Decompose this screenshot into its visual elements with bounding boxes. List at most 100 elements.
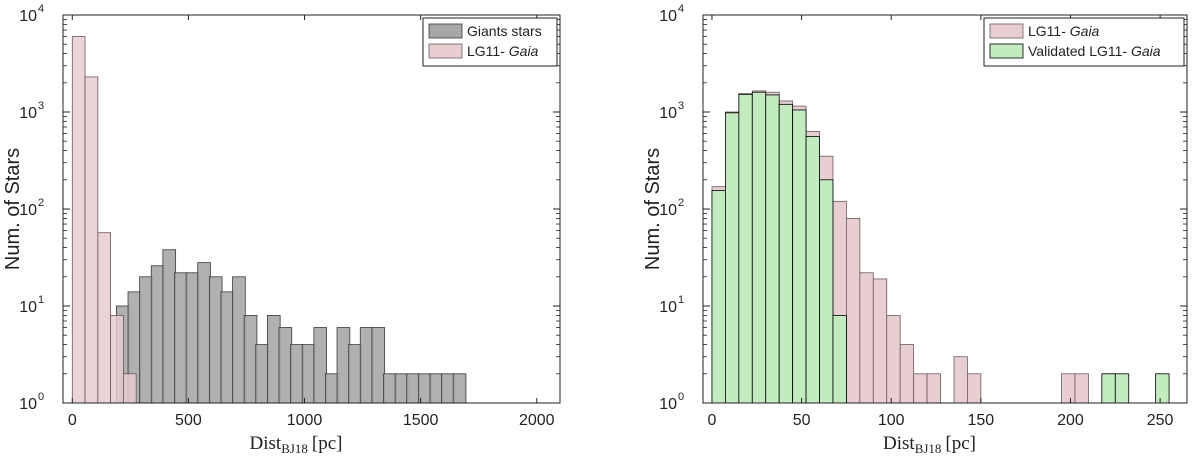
right-bar-s1-4 bbox=[765, 94, 780, 404]
right-bar-s0-27 bbox=[1074, 373, 1089, 404]
right-bar-s0-10 bbox=[846, 218, 861, 404]
right-ytick-label-1: 10 bbox=[659, 299, 677, 316]
right-bar-s1-10 bbox=[1101, 373, 1116, 404]
left-legend-swatch-1 bbox=[428, 43, 463, 59]
right-bar-s0-11 bbox=[859, 272, 874, 404]
left-bar-s0-4 bbox=[162, 249, 177, 404]
right-bar-s0-13 bbox=[886, 315, 901, 404]
right-bar-s0-14 bbox=[899, 344, 915, 404]
right-legend-label-1: Validated LG11- Gaia bbox=[1028, 43, 1161, 59]
right-ytick-exp-0: 0 bbox=[678, 391, 684, 403]
left-bar-s0-3 bbox=[150, 265, 165, 404]
right-xtick-label-1: 50 bbox=[793, 412, 811, 429]
right-bar-s0-26 bbox=[1061, 373, 1076, 404]
right-bar-s1-7 bbox=[805, 136, 820, 404]
left-bar-s0-13 bbox=[266, 315, 281, 404]
left-xtick-label-3: 1500 bbox=[403, 412, 439, 429]
left-ytick-exp-3: 3 bbox=[38, 100, 44, 112]
right-bar-s1-9 bbox=[832, 315, 847, 404]
left-bar-s0-12 bbox=[255, 344, 269, 404]
left-legend: Giants stars LG11- Gaia bbox=[422, 17, 558, 67]
right-legend-label-0: LG11- Gaia bbox=[1028, 23, 1100, 39]
left-xtick-label-4: 2000 bbox=[519, 412, 555, 429]
right-bar-s1-1 bbox=[725, 112, 740, 404]
right-bar-s0-18 bbox=[953, 356, 968, 404]
right-bar-s0-15 bbox=[913, 373, 928, 404]
right-ylabel: Num. of Stars bbox=[642, 148, 664, 270]
left-bar-s0-5 bbox=[174, 272, 188, 404]
left-bar-s0-9 bbox=[220, 291, 235, 404]
right-bar-s1-2 bbox=[738, 93, 753, 404]
right-ytick-label-4: 10 bbox=[659, 8, 677, 25]
left-bar-s0-27 bbox=[429, 373, 444, 404]
left-xlabel: DistBJ18 [pc] bbox=[250, 433, 343, 456]
left-bar-s0-15 bbox=[290, 344, 304, 404]
left-bar-s0-19 bbox=[336, 327, 351, 404]
left-xtick-label-2: 1000 bbox=[287, 412, 323, 429]
left-ytick-label-2: 10 bbox=[19, 202, 37, 219]
left-ytick-exp-0: 0 bbox=[38, 391, 44, 403]
left-legend-label-0: Giants stars bbox=[467, 23, 542, 39]
right-ytick-label-2: 10 bbox=[659, 202, 677, 219]
right-xtick-label-5: 250 bbox=[1147, 412, 1174, 429]
left-xtick-label-0: 0 bbox=[68, 412, 77, 429]
right-ytick-exp-2: 2 bbox=[678, 197, 684, 209]
right-xlabel-main: Dist bbox=[883, 433, 915, 454]
right-ytick-exp-3: 3 bbox=[678, 100, 684, 112]
right-bar-s1-12 bbox=[1155, 373, 1170, 404]
left-series-0 bbox=[116, 249, 467, 404]
right-xtick-label-3: 150 bbox=[968, 412, 995, 429]
left-bar-s1-1 bbox=[84, 76, 99, 404]
right-bar-s1-8 bbox=[819, 179, 834, 404]
left-bar-s1-2 bbox=[97, 232, 112, 404]
left-bar-s0-8 bbox=[208, 276, 223, 404]
left-bar-s0-2 bbox=[139, 276, 153, 404]
right-series-1 bbox=[711, 91, 1170, 404]
left-bar-s0-29 bbox=[452, 373, 467, 404]
right-ytick-label-0: 10 bbox=[659, 396, 677, 413]
left-bar-s0-17 bbox=[313, 327, 327, 404]
right-ytick-exp-4: 4 bbox=[678, 3, 684, 15]
right-ytick-label-3: 10 bbox=[659, 105, 677, 122]
right-xtick-label-4: 200 bbox=[1057, 412, 1084, 429]
left-xlabel-sub: BJ18 bbox=[281, 441, 308, 456]
left-bar-s0-22 bbox=[371, 327, 386, 404]
right-bar-s0-19 bbox=[967, 373, 982, 404]
left-bar-s0-20 bbox=[348, 344, 362, 404]
left-ytick-exp-1: 1 bbox=[38, 294, 44, 306]
right-xtick-label-2: 100 bbox=[878, 412, 905, 429]
right-bar-s1-3 bbox=[751, 91, 767, 404]
left-bar-s0-24 bbox=[394, 373, 409, 404]
left-ylabel: Num. of Stars bbox=[2, 148, 24, 270]
right-xlabel-unit: [pc] bbox=[945, 433, 976, 454]
right-legend-swatch-0 bbox=[989, 23, 1024, 39]
right-bar-s1-5 bbox=[778, 103, 794, 404]
left-xlabel-unit: [pc] bbox=[312, 433, 343, 454]
right-xlabel-sub: BJ18 bbox=[915, 441, 942, 456]
left-bar-s0-11 bbox=[243, 315, 258, 404]
right-bar-s1-11 bbox=[1114, 373, 1130, 404]
left-xlabel-main: Dist bbox=[250, 433, 282, 454]
left-ytick-label-4: 10 bbox=[19, 8, 37, 25]
left-xtick-label-1: 500 bbox=[175, 412, 202, 429]
left-bar-s1-3 bbox=[110, 315, 124, 404]
right-xtick-label-0: 0 bbox=[708, 412, 717, 429]
right-ytick-exp-1: 1 bbox=[678, 294, 684, 306]
right-xlabel: DistBJ18 [pc] bbox=[883, 433, 976, 456]
left-bar-s0-28 bbox=[441, 373, 455, 404]
left-bar-s0-14 bbox=[278, 327, 293, 404]
right-bar-s1-6 bbox=[792, 109, 807, 404]
left-bar-s0-23 bbox=[383, 373, 397, 404]
right-legend: LG11- Gaia Validated LG11- Gaia bbox=[983, 17, 1185, 67]
left-series-1 bbox=[71, 36, 137, 404]
left-legend-swatch-0 bbox=[428, 23, 463, 39]
left-ytick-label-3: 10 bbox=[19, 105, 37, 122]
left-bar-s0-21 bbox=[359, 327, 374, 404]
left-ytick-exp-4: 4 bbox=[38, 3, 44, 15]
right-bar-s0-12 bbox=[872, 278, 888, 404]
left-bar-s0-6 bbox=[185, 272, 200, 404]
left-ytick-label-1: 10 bbox=[19, 299, 37, 316]
left-bar-s0-10 bbox=[232, 276, 246, 404]
